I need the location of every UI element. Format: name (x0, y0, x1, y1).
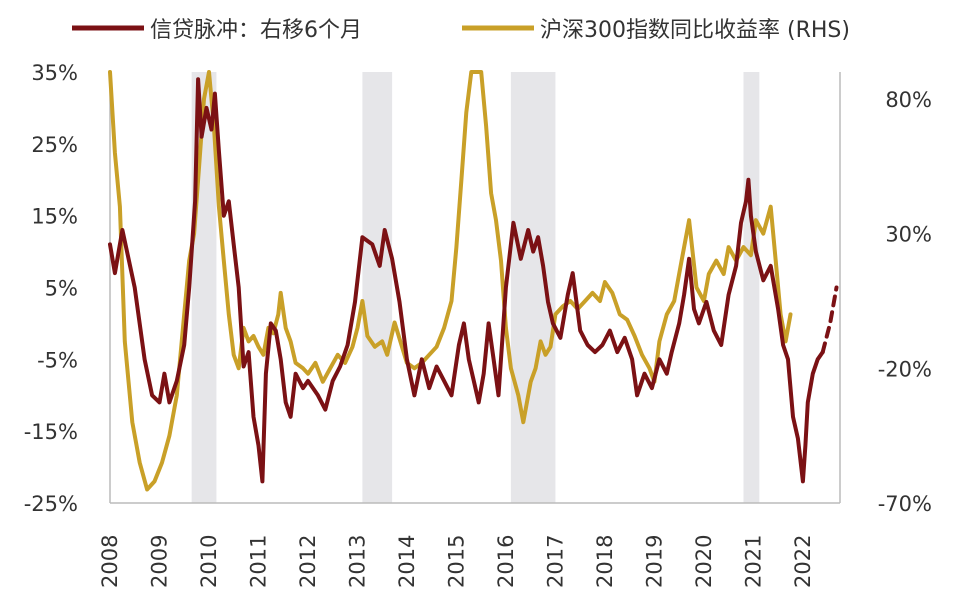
axes (109, 72, 841, 504)
x-tick-label: 2010 (197, 535, 221, 588)
legend: 信贷脉冲：右移6个月 沪深300指数同比收益率 (RHS) (72, 18, 850, 43)
legend-label-credit: 信贷脉冲：右移6个月 (150, 18, 362, 43)
legend-label-csi300: 沪深300指数同比收益率 (RHS) (540, 18, 850, 43)
series-line-credit-impulse (108, 77, 825, 484)
x-tick-label: 2017 (543, 535, 567, 588)
right-tick-label: -20% (878, 357, 932, 381)
x-tick-label: 2018 (593, 535, 617, 588)
x-tick-label: 2008 (98, 535, 122, 588)
left-tick-label: 35% (31, 61, 78, 85)
shaded-periods (191, 72, 760, 503)
shaded-period-1 (362, 72, 393, 503)
x-tick-label: 2009 (147, 535, 171, 588)
x-tick-label: 2022 (791, 535, 815, 588)
left-tick-label: -5% (37, 348, 78, 372)
left-tick-label: -15% (24, 420, 78, 444)
right-tick-label: -70% (878, 492, 932, 516)
series-line-credit-impulse-projection (820, 285, 839, 355)
right-tick-label: 30% (885, 223, 932, 247)
x-tick-label: 2013 (345, 535, 369, 588)
x-tick-label: 2012 (296, 535, 320, 588)
shaded-period-2 (510, 72, 556, 503)
tick-labels: -25% -15% -5% 5% 15% 25% 35% -70% -20% 30% 80% 2008… (24, 61, 932, 588)
shaded-period-3 (743, 72, 760, 503)
x-tick-label: 2020 (692, 535, 716, 588)
left-tick-label: -25% (24, 492, 78, 516)
x-tick-label: 2019 (642, 535, 666, 588)
left-tick-label: 15% (31, 205, 78, 229)
series-lines (108, 70, 839, 492)
right-tick-label: 80% (885, 88, 932, 112)
x-tick-label: 2021 (741, 535, 765, 588)
x-tick-label: 2011 (246, 535, 270, 588)
x-tick-label: 2016 (494, 535, 518, 588)
left-tick-label: 25% (31, 133, 78, 157)
left-tick-label: 5% (45, 277, 78, 301)
x-tick-label: 2014 (395, 535, 419, 588)
x-tick-label: 2015 (444, 535, 468, 588)
series-line-csi300 (108, 70, 793, 492)
